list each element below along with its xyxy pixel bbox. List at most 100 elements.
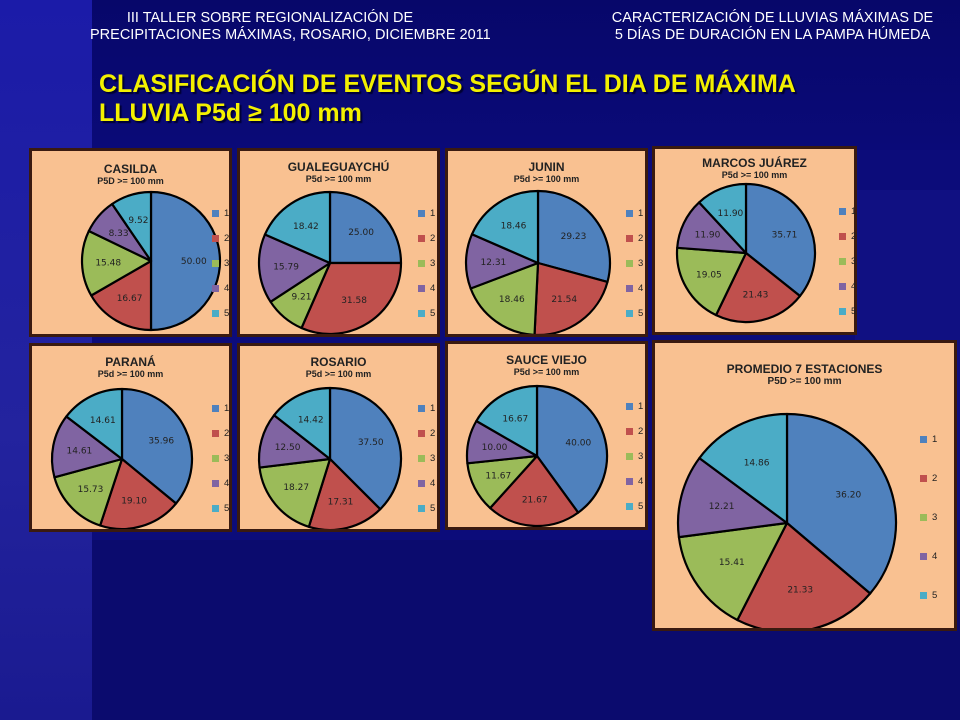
pie-label-5: 14.42	[298, 415, 324, 425]
chart-subtitle: P5d >= 100 mm	[305, 174, 372, 184]
chart-subtitle: P5D >= 100 mm	[97, 176, 164, 186]
legend-swatch	[626, 503, 633, 510]
pie-label-2: 16.67	[117, 294, 143, 304]
pie-slice-2	[307, 457, 382, 529]
pie-label-4: 11.90	[695, 230, 721, 240]
pie-label-2: 21.67	[522, 495, 548, 505]
legend-swatch	[839, 233, 846, 240]
legend-label: 4	[638, 476, 644, 487]
pie-label-5: 14.61	[90, 416, 116, 426]
legend-label: 2	[224, 428, 230, 439]
legend-label: 3	[638, 258, 644, 269]
pie-chart: 35.71 21.43 19.05 11.90 11.90	[675, 182, 817, 324]
legend-swatch	[626, 235, 633, 242]
background-top	[0, 0, 960, 150]
legend-swatch	[418, 210, 425, 217]
pie-slice-5	[698, 412, 789, 525]
legend-swatch	[626, 403, 633, 410]
legend-label: 3	[430, 453, 436, 464]
pie-slice-1	[149, 190, 222, 332]
legend-label: 2	[932, 473, 938, 484]
legend-swatch	[212, 260, 219, 267]
pie-slice-2	[489, 454, 580, 527]
legend-label: 5	[638, 308, 644, 319]
pie-chart: 25.00 31.58 9.21 15.79 18.42	[257, 190, 403, 334]
legend-label: 4	[224, 478, 230, 489]
legend-label: 2	[638, 426, 644, 437]
legend-swatch	[212, 235, 219, 242]
legend-swatch	[418, 405, 425, 412]
pie-slice-3	[80, 229, 153, 297]
legend-swatch	[920, 436, 927, 443]
legend-label: 5	[851, 306, 857, 317]
pie-chart: 29.23 21.54 18.46 12.31 18.46	[464, 189, 612, 334]
legend-swatch	[212, 285, 219, 292]
legend-label: 4	[430, 283, 436, 294]
pie-label-5: 11.90	[718, 209, 744, 219]
legend-label: 4	[638, 283, 644, 294]
pie-slice-1	[535, 384, 609, 514]
topic-header: CARACTERIZACIÓN DE LLUVIAS MÁXIMAS DE 5 …	[600, 10, 945, 44]
pie-slice-2	[736, 521, 872, 628]
legend-swatch	[418, 505, 425, 512]
legend-label: 2	[224, 233, 230, 244]
pie-label-3: 19.05	[696, 270, 722, 280]
legend-label: 4	[224, 283, 230, 294]
legend-label: 1	[638, 208, 644, 219]
pie-label-5: 14.86	[744, 459, 770, 469]
pie-slice-1	[328, 190, 403, 265]
legend-label: 4	[430, 478, 436, 489]
legend-swatch	[418, 235, 425, 242]
legend-label: 4	[932, 551, 938, 562]
chart-panel-parana: PARANÁ P5d >= 100 mm 35.96 19.10 15.73 14.61 1…	[29, 343, 232, 532]
legend-swatch	[626, 453, 633, 460]
pie-slice-3	[675, 246, 748, 317]
legend-swatch	[418, 285, 425, 292]
legend-swatch	[626, 285, 633, 292]
legend-label: 1	[224, 403, 230, 414]
pie-slice-5	[475, 384, 539, 458]
pie-label-1: 50.00	[181, 257, 207, 267]
pie-label-3: 18.27	[283, 483, 309, 493]
legend-swatch	[418, 310, 425, 317]
legend-label: 3	[638, 451, 644, 462]
legend-swatch	[626, 428, 633, 435]
pie-slice-5	[273, 386, 332, 461]
chart-panel-sauce-viejo: SAUCE VIEJO P5d >= 100 mm 40.00 21.67 11.67 1…	[445, 341, 648, 530]
pie-label-5: 18.42	[293, 222, 319, 232]
legend-label: 5	[430, 308, 436, 319]
legend-swatch	[920, 514, 927, 521]
pie-label-1: 40.00	[565, 439, 591, 449]
legend-label: 1	[932, 434, 938, 445]
legend-swatch	[418, 480, 425, 487]
slide-title-line2: LLUVIA P5d ≥ 100 mm	[99, 99, 362, 127]
pie-slice-3	[677, 521, 789, 622]
pie-slice-4	[676, 457, 789, 539]
chart-title: PROMEDIO 7 ESTACIONES	[726, 362, 883, 376]
legend-swatch	[839, 283, 846, 290]
pie-slice-1	[785, 412, 898, 595]
pie-chart: 36.20 21.33 15.41 12.21 14.86	[676, 412, 898, 628]
legend-swatch	[212, 480, 219, 487]
pie-slice-5	[697, 182, 748, 255]
pie-slice-3	[258, 457, 332, 528]
pie-slice-3	[469, 261, 540, 334]
legend-swatch	[626, 260, 633, 267]
pie-label-1: 29.23	[561, 232, 587, 242]
legend-swatch	[626, 310, 633, 317]
legend-swatch	[212, 405, 219, 412]
legend-swatch	[839, 308, 846, 315]
pie-slice-2	[533, 261, 609, 334]
chart-subtitle: P5d >= 100 mm	[721, 170, 788, 180]
pie-slice-1	[536, 189, 612, 284]
legend-swatch	[418, 260, 425, 267]
pie-label-4: 12.50	[275, 443, 301, 453]
legend-swatch	[418, 455, 425, 462]
chart-subtitle: P5d >= 100 mm	[305, 369, 372, 379]
pie-slice-2	[300, 261, 403, 334]
legend-label: 5	[224, 503, 230, 514]
pie-label-1: 36.20	[835, 491, 861, 501]
pie-label-3: 15.73	[78, 485, 104, 495]
legend-label: 2	[638, 233, 644, 244]
pie-slice-5	[470, 189, 540, 265]
